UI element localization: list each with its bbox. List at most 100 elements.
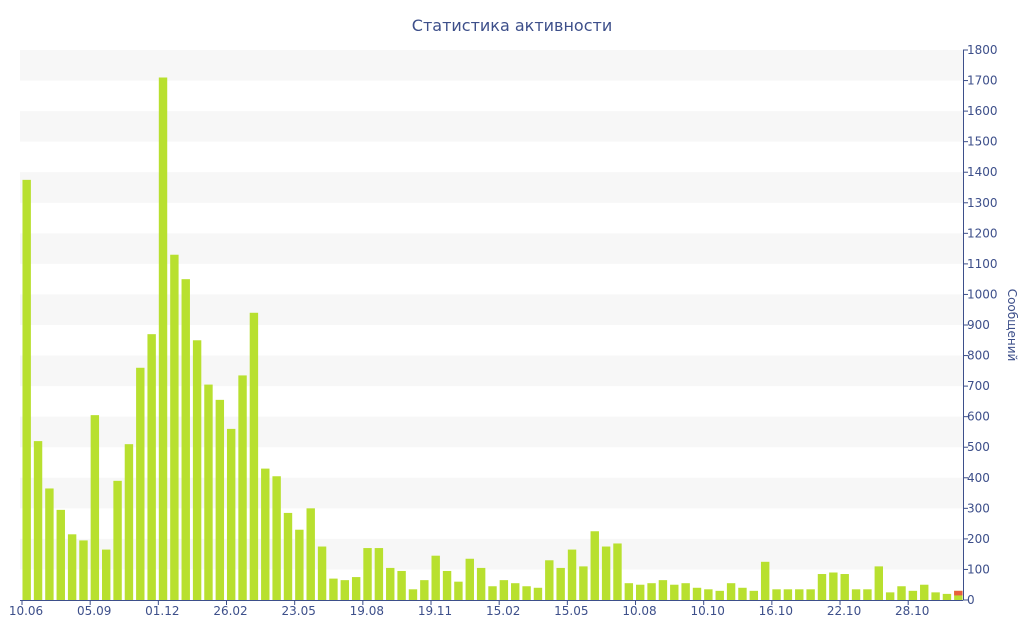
bar (840, 574, 849, 600)
grid-band (20, 111, 963, 142)
y-tick-label: 1800 (967, 43, 998, 57)
bar (397, 570, 406, 600)
y-tick-label: 500 (967, 440, 990, 454)
bar (795, 589, 804, 600)
bar (851, 589, 861, 600)
bar (601, 546, 611, 600)
bar (363, 548, 372, 600)
bar (67, 534, 77, 600)
y-tick-label: 800 (967, 349, 990, 363)
bar (79, 540, 88, 600)
bar (329, 578, 338, 600)
bar (692, 587, 702, 600)
bar (238, 375, 247, 600)
y-tick-label: 200 (967, 532, 990, 546)
x-tick-label: 10.06 (9, 604, 43, 618)
bar (556, 567, 565, 600)
bar (454, 581, 463, 600)
bar (817, 574, 827, 600)
bar (874, 566, 883, 600)
bar (295, 529, 304, 600)
bar (442, 570, 452, 600)
bar (783, 589, 793, 600)
y-tick-label: 100 (967, 562, 990, 576)
bar (431, 555, 440, 600)
bar (760, 561, 770, 600)
bar (33, 441, 43, 600)
y-tick-label: 1600 (967, 104, 998, 118)
x-tick-label: 15.02 (486, 604, 520, 618)
x-tick-label: 19.11 (418, 604, 452, 618)
y-tick-label: 1300 (967, 196, 998, 210)
x-tick-label: 19.08 (350, 604, 384, 618)
bar (738, 587, 747, 600)
bar (181, 279, 190, 600)
bar (374, 548, 384, 600)
bar (465, 558, 474, 600)
y-tick-label: 900 (967, 318, 990, 332)
bar (170, 254, 179, 600)
bar (476, 567, 486, 600)
bar (715, 590, 724, 600)
bar (45, 488, 54, 600)
bar (22, 179, 31, 601)
y-tick-label: 1700 (967, 74, 998, 88)
bar (806, 589, 815, 600)
bar-series (22, 77, 963, 601)
bar (420, 580, 429, 600)
bar (931, 592, 940, 600)
x-tick-label: 23.05 (281, 604, 315, 618)
bar (726, 583, 736, 600)
bar (351, 577, 361, 600)
bar (613, 543, 622, 600)
y-tick-label: 600 (967, 410, 990, 424)
bar (681, 583, 690, 600)
bar (56, 509, 65, 600)
bar (102, 549, 111, 600)
bar-highlight (954, 590, 963, 596)
y-tick-label: 1200 (967, 226, 998, 240)
bar (499, 580, 509, 600)
bar (408, 589, 418, 600)
bar (954, 590, 963, 600)
bar (136, 367, 145, 600)
bar (533, 587, 543, 600)
y-tick-label: 1500 (967, 135, 998, 149)
bar (908, 590, 918, 600)
bar (249, 312, 259, 600)
x-tick-label: 28.10 (895, 604, 929, 618)
chart-title: Статистика активности (412, 16, 612, 35)
bar (306, 508, 315, 600)
x-tick-label: 01.12 (145, 604, 179, 618)
bar (317, 546, 327, 600)
bar (204, 384, 213, 600)
x-tick-label: 22.10 (827, 604, 861, 618)
axes: 0 100 200 300 400 500 600 700 800 900 1000 1100 1200… (9, 43, 998, 618)
bar (885, 592, 895, 600)
y-tick-label: 300 (967, 501, 990, 515)
y-tick-label: 1000 (967, 287, 998, 301)
bar (215, 399, 225, 600)
bar (704, 589, 713, 600)
bar (863, 589, 872, 600)
y-axis-label: Сообщений (1005, 289, 1019, 362)
bar (158, 77, 168, 600)
bar (636, 584, 645, 600)
x-tick-label: 10.08 (622, 604, 656, 618)
bar (90, 415, 100, 600)
bar (147, 334, 156, 600)
bar (749, 590, 759, 600)
bar (226, 428, 236, 600)
x-tick-label: 10.10 (691, 604, 725, 618)
bar (283, 512, 293, 600)
y-tick-label: 1400 (967, 165, 998, 179)
bar (272, 476, 281, 600)
y-tick-label: 1100 (967, 257, 998, 271)
bar (113, 480, 122, 600)
bar (658, 580, 668, 600)
bar (192, 340, 202, 600)
bar (567, 549, 577, 600)
x-tick-label: 16.10 (759, 604, 793, 618)
y-tick-label: 0 (967, 593, 975, 607)
